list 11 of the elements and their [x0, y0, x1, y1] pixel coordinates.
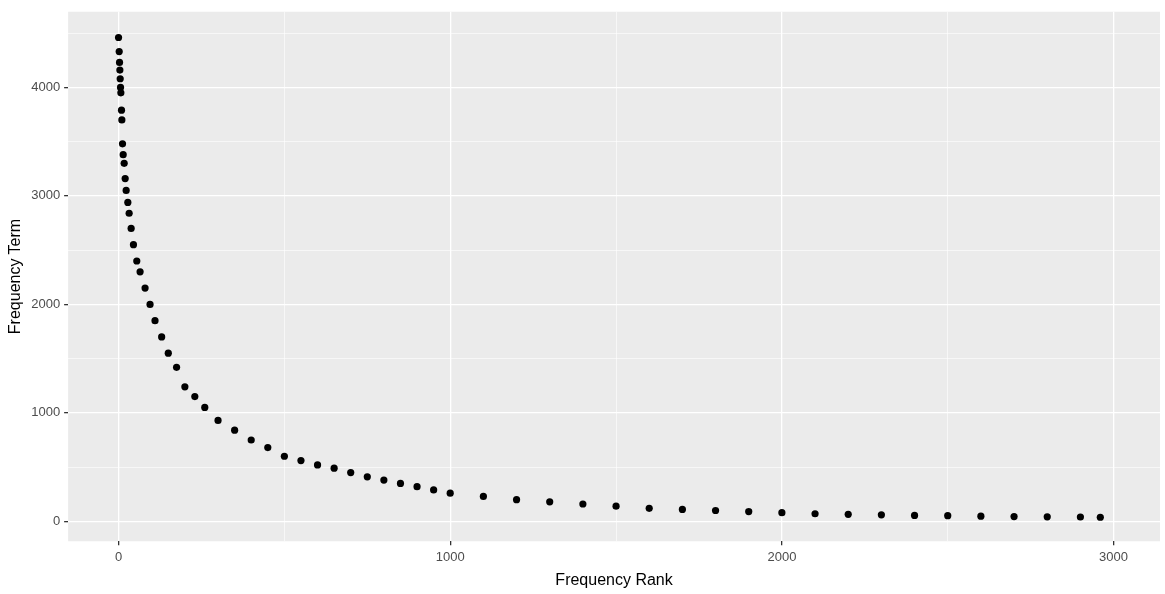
x-axis-title: Frequency Rank: [555, 570, 674, 588]
y-tick-label: 1000: [31, 404, 61, 420]
x-tick-label: 0: [114, 548, 123, 564]
y-axis-title: Frequency Term: [6, 218, 24, 335]
x-tick-label: 1000: [435, 548, 465, 564]
y-tick-label: 4000: [31, 78, 61, 94]
x-tick-label: 3000: [1099, 548, 1129, 564]
y-tick-label: 2000: [31, 295, 61, 311]
x-tick-label: 2000: [767, 548, 797, 564]
y-tick-label: 0: [52, 512, 61, 528]
y-tick-label: 3000: [31, 187, 61, 203]
